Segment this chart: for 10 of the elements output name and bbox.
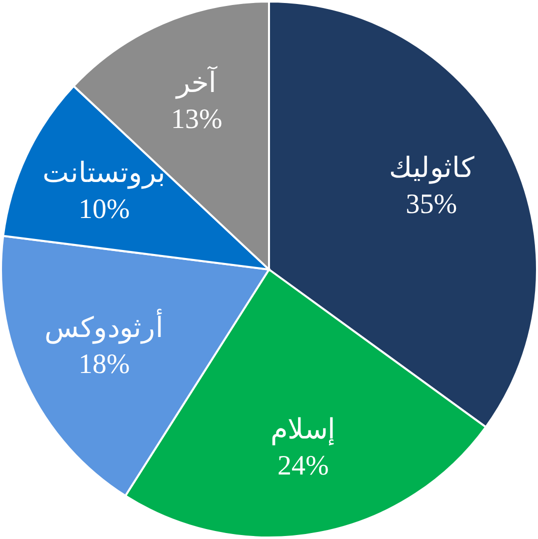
data-label: 24% <box>277 450 329 482</box>
data-label: 18% <box>78 349 130 380</box>
slice-label: آخر <box>174 65 218 100</box>
data-label: 10% <box>78 194 130 225</box>
slice-label: أرثودوكس <box>44 309 164 344</box>
slice-label: كاثوليك <box>388 152 475 184</box>
data-label: 35% <box>406 188 458 220</box>
slice-label: إسلام <box>270 414 336 446</box>
slice-label: بروتستانت <box>42 158 166 189</box>
data-label: 13% <box>170 104 222 136</box>
